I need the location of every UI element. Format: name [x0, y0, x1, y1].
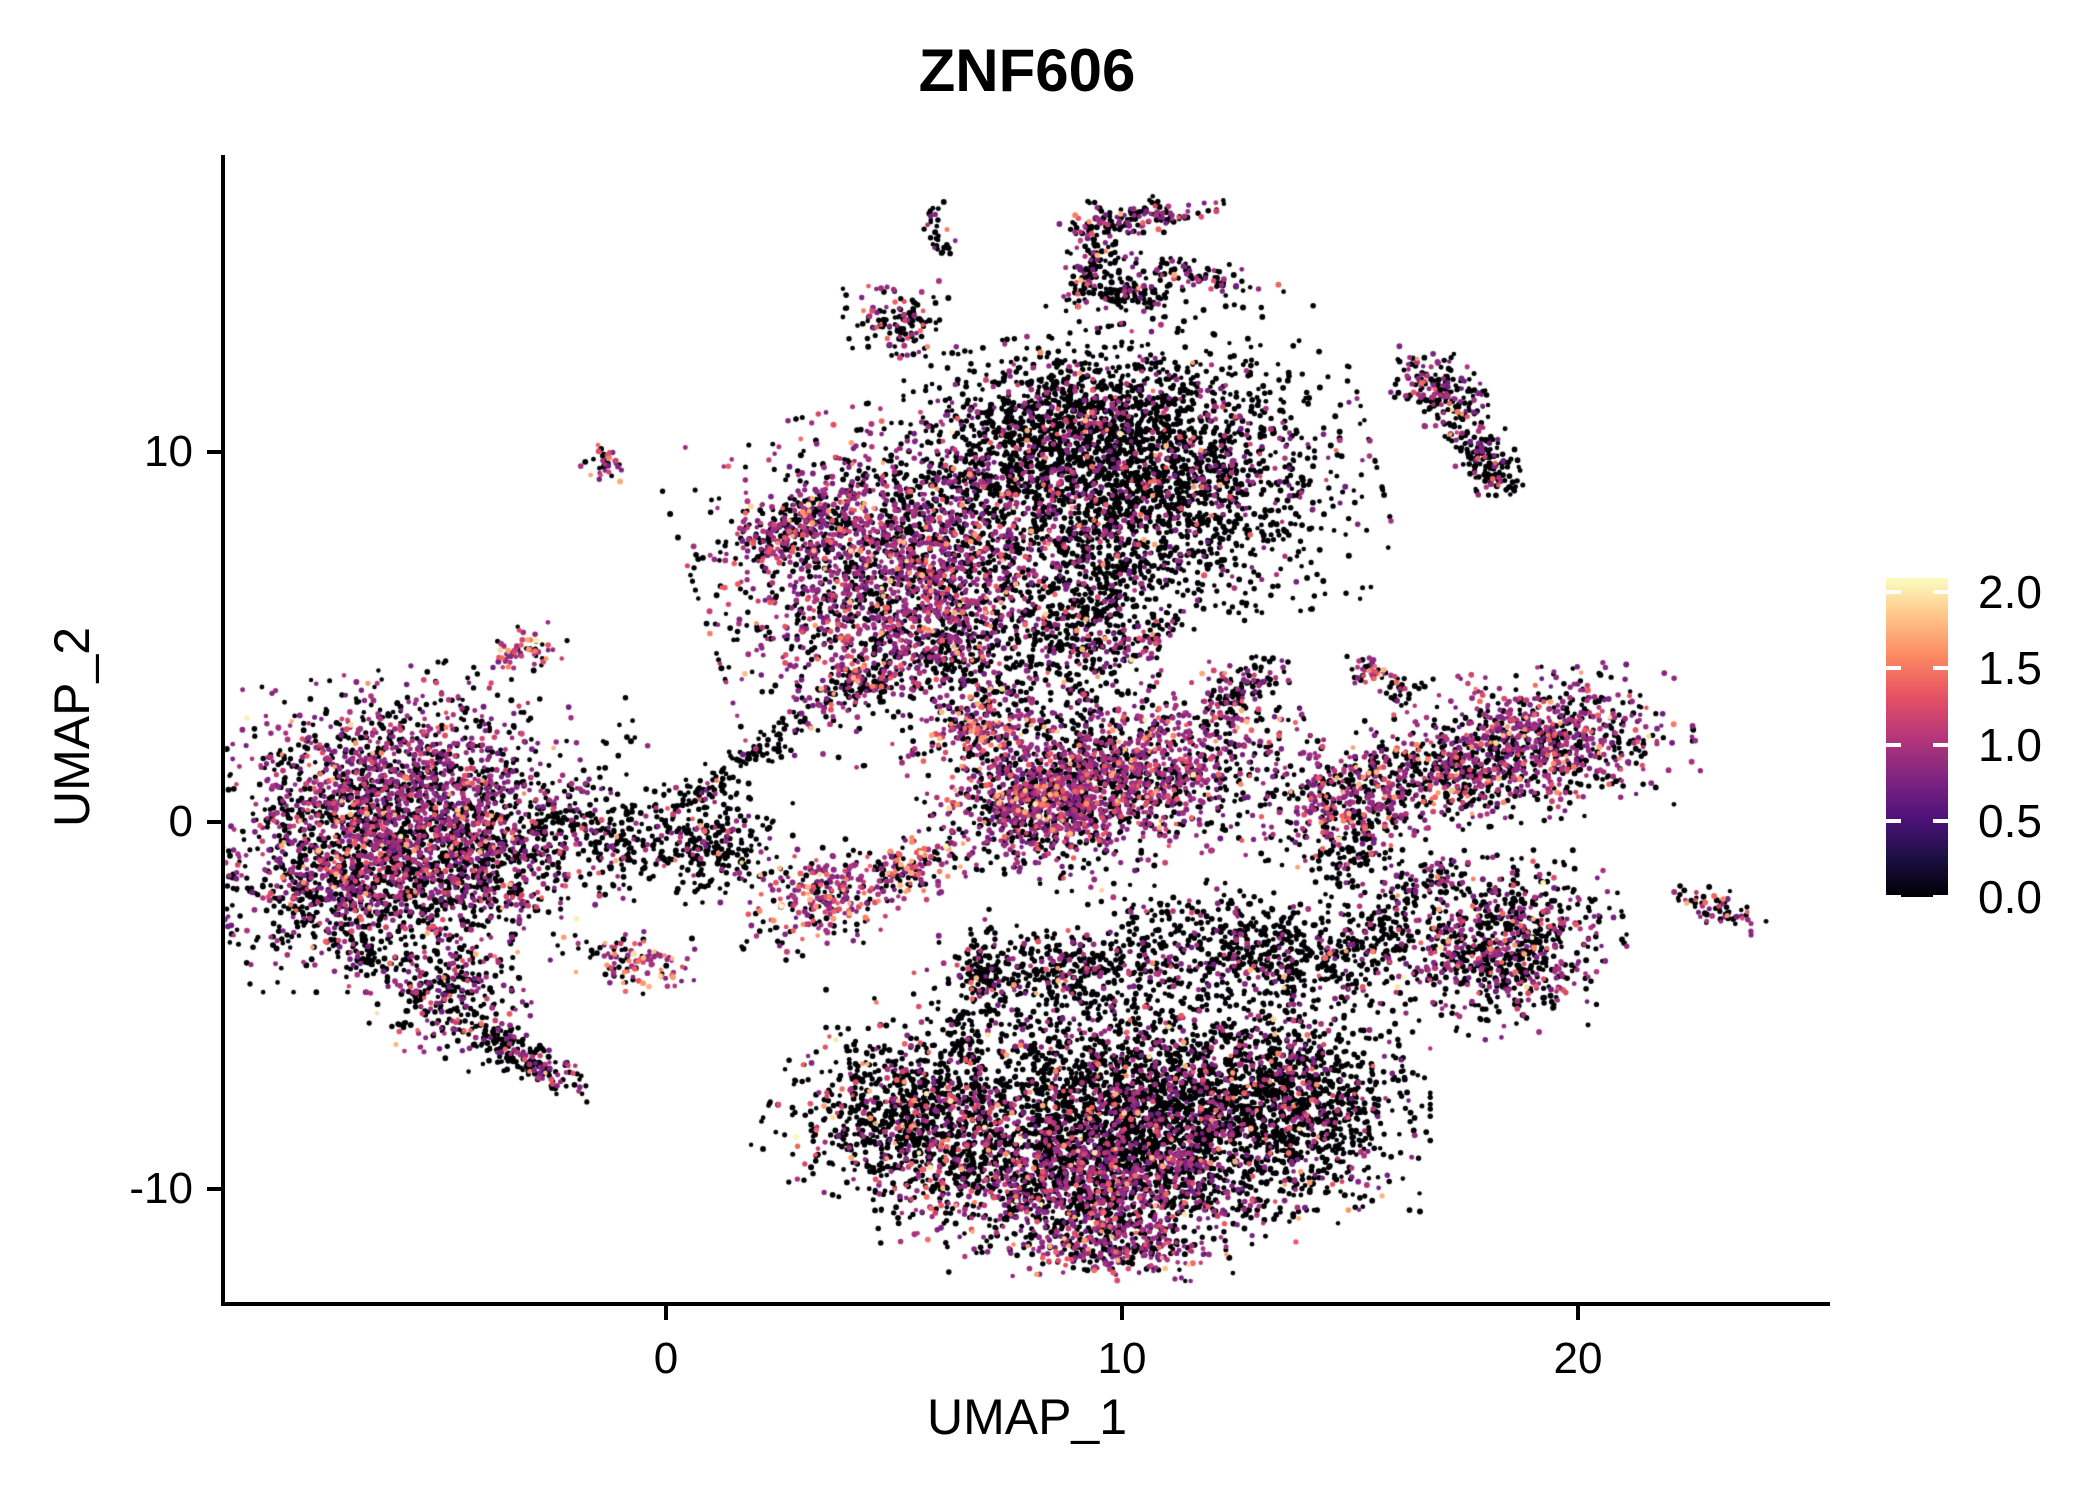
legend-tick-label: 1.0: [1978, 718, 2042, 771]
y-tick-mark: [207, 1187, 221, 1191]
legend-tick-label: 0.5: [1978, 794, 2042, 847]
y-tick-label: 0: [168, 797, 193, 846]
legend-gradient-bar: [1886, 578, 1948, 897]
legend-tick-mark: [1886, 590, 1901, 595]
legend-tick-mark: [1933, 895, 1948, 899]
x-tick-label: 10: [1097, 1334, 1147, 1383]
legend-tick-label: 2.0: [1978, 566, 2042, 619]
x-tick-mark: [1576, 1306, 1580, 1320]
y-tick-mark: [207, 450, 221, 454]
legend-tick-mark: [1933, 742, 1948, 747]
x-tick-mark: [664, 1306, 668, 1320]
legend-tick-mark: [1933, 590, 1948, 595]
legend-tick-mark: [1933, 666, 1948, 671]
legend-tick-mark: [1886, 818, 1901, 823]
y-tick-label: 10: [144, 427, 193, 476]
x-tick-label: 20: [1553, 1334, 1603, 1383]
x-tick-label: 0: [653, 1334, 679, 1383]
legend-tick-mark: [1886, 666, 1901, 671]
y-tick-label: -10: [129, 1164, 193, 1213]
legend-tick-mark: [1886, 895, 1901, 899]
legend-tick-label: 0.0: [1978, 871, 2042, 923]
y-axis-line: [221, 155, 225, 1306]
plot-title: ZNF606: [918, 37, 1136, 104]
y-tick-mark: [207, 820, 221, 824]
legend-tick-mark: [1933, 818, 1948, 823]
x-axis-title: UMAP_1: [926, 1389, 1128, 1445]
x-axis-line: [221, 1302, 1830, 1306]
legend-tick-mark: [1886, 742, 1901, 747]
x-tick-mark: [1120, 1306, 1124, 1320]
legend-tick-label: 1.5: [1978, 642, 2042, 695]
